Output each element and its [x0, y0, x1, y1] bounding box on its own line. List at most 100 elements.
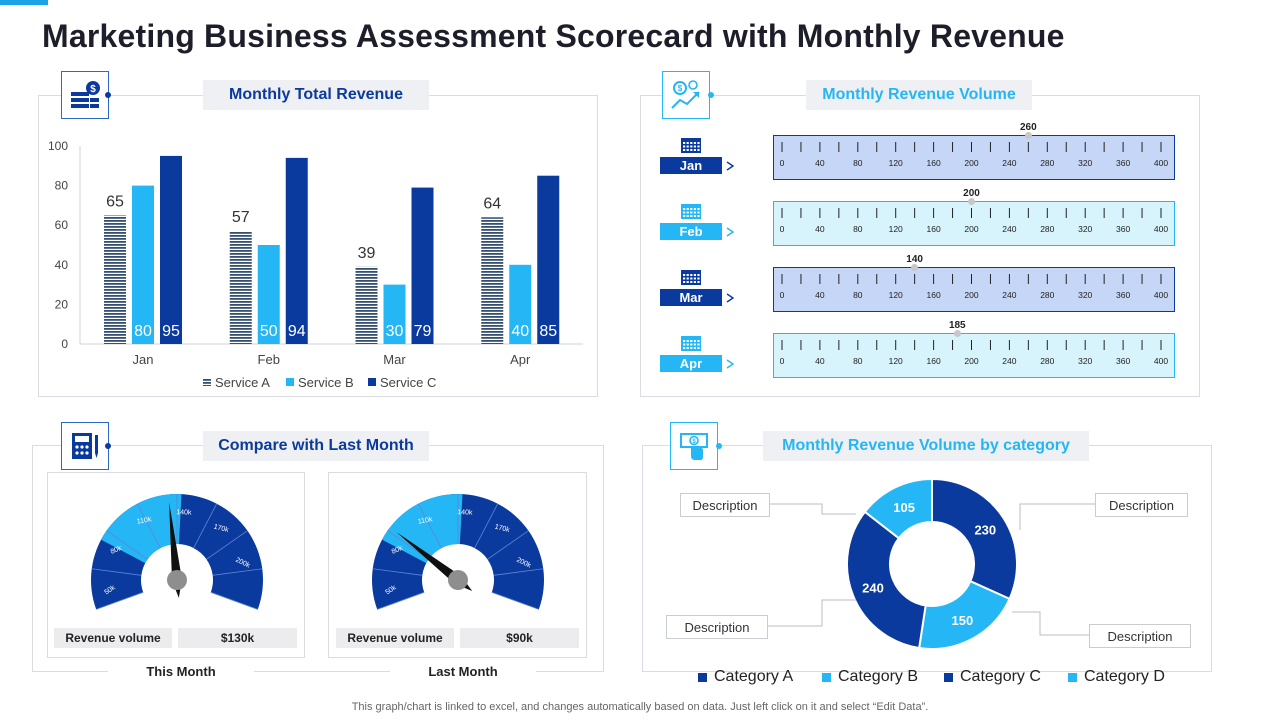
- page-title: Marketing Business Assessment Scorecard …: [42, 18, 1065, 54]
- bar-service-a: [481, 217, 504, 344]
- gauge-highlight-segment: [101, 494, 182, 564]
- legend-category-a: Category A: [698, 668, 793, 686]
- ruler-tick-label: 160: [927, 290, 941, 300]
- legend-swatch: [1068, 672, 1077, 682]
- ruler-tick-label: 360: [1116, 158, 1130, 168]
- legend-label: Service C: [380, 375, 436, 390]
- ruler-tick-label: 200: [964, 290, 978, 300]
- month-label: Feb: [660, 223, 722, 240]
- ruler-background: [773, 135, 1175, 180]
- legend-label: Service B: [298, 375, 354, 390]
- volume-ruler: 0 40 80 120 160 200 240 280 320 360 400: [773, 333, 1175, 378]
- volume-value-label: 260: [1020, 122, 1037, 133]
- gauge-divider: [136, 503, 161, 549]
- ruler-tick-label: 0: [780, 224, 785, 234]
- ruler-tick-label: 280: [1040, 356, 1054, 366]
- revenue-panel: [38, 95, 598, 397]
- ruler-tick-label: 400: [1154, 290, 1168, 300]
- volume-ruler: 0 40 80 120 160 200 240 280 320 360 400: [773, 267, 1175, 312]
- volume-panel-title: Monthly Revenue Volume: [806, 80, 1032, 110]
- x-tick-label: Mar: [383, 352, 406, 367]
- volume-ruler: 0 40 80 120 160 200 240 280 320 360 400: [773, 135, 1175, 180]
- gauge-highlight-segment: [382, 494, 463, 564]
- gauge-label: Revenue volume: [336, 628, 454, 648]
- volume-marker: [953, 330, 961, 337]
- legend-category-c: Category C: [944, 668, 1041, 686]
- leader-line: [1012, 611, 1089, 636]
- arrow-right-icon: [726, 293, 735, 303]
- ruler-tick-label: 0: [780, 158, 785, 168]
- volume-marker: [1024, 132, 1032, 139]
- y-tick-label: 20: [55, 297, 69, 311]
- ruler-tick-label: 120: [889, 356, 903, 366]
- ruler-tick-label: 80: [853, 356, 863, 366]
- legend-swatch: [368, 378, 376, 386]
- gauge-label: Revenue volume: [54, 628, 172, 648]
- ruler-tick-label: 160: [927, 356, 941, 366]
- bar-service-a: [104, 215, 126, 344]
- legend-category-d: Category D: [1068, 668, 1165, 686]
- y-tick-label: 0: [61, 337, 68, 351]
- leader-line: [766, 599, 856, 627]
- bar-data-label: 57: [232, 209, 250, 226]
- ruler-tick-label: 280: [1040, 290, 1054, 300]
- gauge-tick-label: 170k: [213, 524, 230, 535]
- ruler-tick-label: 320: [1078, 158, 1092, 168]
- calendar-icon: [681, 336, 701, 351]
- ruler-tick-label: 320: [1078, 290, 1092, 300]
- gauge-divider: [206, 530, 248, 560]
- legend-swatch: [286, 378, 294, 386]
- bar-service-a: [355, 266, 378, 344]
- calendar-icon: [681, 138, 701, 153]
- ruler-tick-label: 40: [815, 356, 825, 366]
- legend-label: Service A: [215, 375, 270, 390]
- bar-service-b: [383, 284, 406, 344]
- bar-service-c: [537, 175, 560, 344]
- gauge-tick-label: 110k: [136, 516, 152, 526]
- legend-swatch: [203, 378, 211, 386]
- gauge-divider: [212, 568, 263, 576]
- y-tick-label: 40: [55, 258, 69, 272]
- bar-data-label: 64: [483, 195, 501, 212]
- gauge-hub: [448, 570, 468, 590]
- gauge-tick-label: 80k: [391, 545, 405, 556]
- arrow-right-icon: [726, 359, 735, 369]
- revenue-bar-chart: 0 20 40 60 80 100 65 80 95 Jan 57 50 94 Feb 39 30 79 Mar 6…: [48, 139, 583, 390]
- arrow-right-icon: [726, 161, 735, 171]
- gauge-tick-label: 140k: [457, 509, 473, 517]
- gauge-divider: [491, 591, 539, 610]
- description-box: Description: [666, 615, 768, 639]
- legend-label: Category B: [838, 668, 919, 685]
- gauge-tick-label: 80k: [110, 545, 124, 556]
- gauge-tick-label: 170k: [494, 524, 511, 535]
- ruler-background: [773, 333, 1175, 378]
- x-tick-label: Apr: [510, 352, 531, 367]
- donut-slice-label: 150: [951, 613, 973, 628]
- ruler-tick-label: 320: [1078, 356, 1092, 366]
- svg-text:$: $: [678, 84, 683, 93]
- ruler-tick-label: 40: [815, 158, 825, 168]
- ruler-tick-label: 360: [1116, 356, 1130, 366]
- ruler-tick-label: 320: [1078, 224, 1092, 234]
- ruler-background: [773, 201, 1175, 246]
- volume-value-label: 185: [948, 320, 966, 331]
- calendar-icon: [681, 204, 701, 219]
- bar-service-c: [285, 157, 308, 344]
- ruler-tick-label: 80: [853, 290, 863, 300]
- ruler-tick-label: 200: [964, 158, 978, 168]
- bar-data-label: 39: [358, 245, 376, 262]
- footer-note: This graph/chart is linked to excel, and…: [351, 701, 929, 713]
- donut-slice-label: 230: [974, 523, 996, 538]
- x-tick-label: Jan: [133, 352, 154, 367]
- ruler-tick-label: 400: [1154, 158, 1168, 168]
- y-tick-label: 60: [55, 218, 69, 232]
- ruler-tick-label: 240: [1002, 224, 1016, 234]
- gauge-caption: Last Month: [390, 664, 536, 679]
- bar-service-b: [509, 264, 532, 344]
- ruler-tick-label: 200: [964, 224, 978, 234]
- ruler-tick-label: 160: [927, 158, 941, 168]
- volume-value-label: 200: [963, 188, 980, 199]
- legend-label: Category C: [960, 668, 1041, 685]
- ruler-tick-label: 280: [1040, 158, 1054, 168]
- x-tick-label: Feb: [258, 352, 280, 367]
